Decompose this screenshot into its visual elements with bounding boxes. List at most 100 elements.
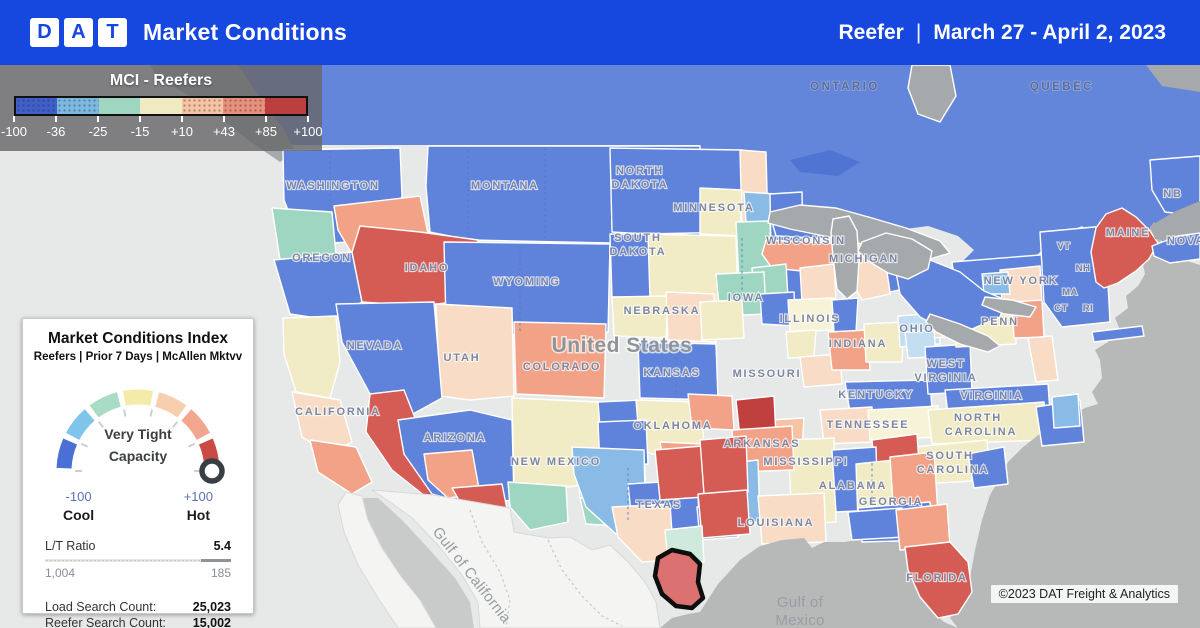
map-label: GEORGIA [859, 496, 924, 508]
map-label: KANSAS [643, 367, 700, 379]
legend-segment [140, 98, 182, 114]
map-label: NEBRASKA [624, 305, 701, 317]
map-label: VT [1057, 241, 1070, 252]
map-region[interactable] [1090, 207, 1159, 289]
lake-huron [857, 232, 933, 280]
map-region[interactable] [654, 445, 705, 501]
legend-tick-label: -36 [46, 124, 66, 139]
map-region[interactable] [799, 263, 837, 303]
map-label: PENN [981, 316, 1019, 328]
map-label: NOVA [1167, 235, 1200, 247]
gauge-tick [172, 421, 179, 428]
map-region[interactable] [1051, 393, 1081, 429]
legend-tick-label: +85 [254, 124, 278, 139]
header-separator: | [915, 20, 922, 44]
map-region[interactable] [513, 321, 607, 399]
map-label: MONTANA [471, 180, 539, 192]
map-label: NH [1076, 263, 1091, 274]
map-region[interactable] [1091, 325, 1145, 343]
map-label: IDAHO [405, 262, 449, 274]
date-range: March 27 - April 2, 2023 [933, 20, 1166, 44]
gauge-tick [80, 442, 88, 448]
map-label: UTAH [444, 352, 481, 364]
map-region[interactable] [967, 446, 1009, 489]
map-label: TENNESSEE [827, 419, 910, 431]
map-label: LOUISIANA [738, 517, 815, 529]
gauge-tick [97, 421, 104, 428]
card-title: Market Conditions Index [48, 330, 228, 347]
map-region[interactable] [309, 439, 373, 495]
map-label: MICHIGAN [829, 253, 899, 265]
gauge-min: -100 Cool [63, 489, 94, 523]
map-region[interactable] [1027, 335, 1059, 383]
legend-tick-label: +10 [170, 124, 194, 139]
map-label: ONTARIO [810, 81, 880, 93]
copyright-attribution: ©2023 DAT Freight & Analytics [990, 585, 1178, 603]
legend-title: MCI - Reefers [109, 72, 213, 89]
map-label: ARKANSAS [724, 438, 801, 450]
map-label: MA [1062, 287, 1078, 298]
map-region[interactable] [785, 329, 817, 359]
map-label: FLORIDA [906, 572, 967, 584]
equipment-type: Reefer [838, 20, 904, 44]
legend-segment [223, 98, 265, 114]
gauge-tick [149, 409, 153, 417]
map-region[interactable] [1151, 232, 1200, 264]
legend-tick-label: +43 [212, 124, 236, 139]
map-label: ARIZONA [424, 432, 487, 444]
legend-segment [16, 98, 58, 114]
gauge-max-value: +100 [183, 489, 213, 504]
mcallen-market-highlighted[interactable] [652, 547, 706, 611]
load-count: 1,004 [45, 566, 76, 580]
legend-tick-label: +100 [293, 124, 323, 139]
map-label: OKLAHOMA [633, 420, 712, 432]
map-label: KENTUCKY [838, 389, 914, 401]
market-conditions-card: Market Conditions Index Reefers | Prior … [22, 318, 254, 628]
map-label: NEVADA [347, 340, 403, 352]
page-title: Market Conditions [143, 19, 348, 45]
map-label: INDIANA [829, 338, 887, 350]
map-label: NORTH [616, 165, 664, 177]
dat-logo: D A T [30, 18, 127, 47]
map-region[interactable] [981, 271, 1011, 295]
legend-color-scale [14, 96, 308, 116]
map-region[interactable] [697, 489, 751, 539]
map-region[interactable] [787, 297, 835, 333]
ratio-bar-left [45, 559, 202, 562]
legend-tick-label: -25 [88, 124, 108, 139]
map-label: IOWA [728, 292, 765, 304]
map-region[interactable] [895, 259, 1007, 332]
st-lawrence [1150, 201, 1200, 241]
map-label: DAKOTA [611, 179, 668, 191]
map-label: WEST [927, 358, 966, 370]
card-subtitle: Reefers | Prior 7 Days | McAllen Mktvv [33, 351, 243, 363]
map-label: MINNESOTA [673, 202, 754, 214]
truck-count: 185 [210, 566, 231, 580]
map-region[interactable] [904, 541, 973, 619]
ratio-bar [45, 559, 231, 562]
reefer-search-label: Reefer Search Count: [45, 616, 166, 628]
map-region[interactable] [863, 321, 905, 363]
map-label: MAINE [1106, 227, 1150, 239]
map-label: SOUTH [614, 232, 662, 244]
map-label: NORTH [954, 412, 1002, 424]
map-region[interactable] [699, 299, 745, 341]
ratio-value: 5.4 [213, 539, 231, 553]
map-region[interactable] [507, 481, 569, 531]
gauge-segment [56, 438, 78, 469]
gauge-tick [123, 409, 127, 417]
canada [150, 65, 1200, 312]
map-region[interactable] [611, 295, 669, 339]
map-label: ILLINOIS [780, 313, 841, 325]
map-region[interactable] [827, 329, 871, 371]
ratio-label: L/T Ratio [45, 539, 96, 553]
logo-letter-t: T [98, 18, 127, 47]
gulf-of-mexico [660, 536, 958, 628]
map-region[interactable] [699, 435, 749, 495]
map-region[interactable] [687, 393, 735, 431]
gauge-min-word: Cool [63, 507, 95, 523]
legend-tick-label: -15 [130, 124, 150, 139]
market-boundary-dashed [469, 509, 511, 628]
